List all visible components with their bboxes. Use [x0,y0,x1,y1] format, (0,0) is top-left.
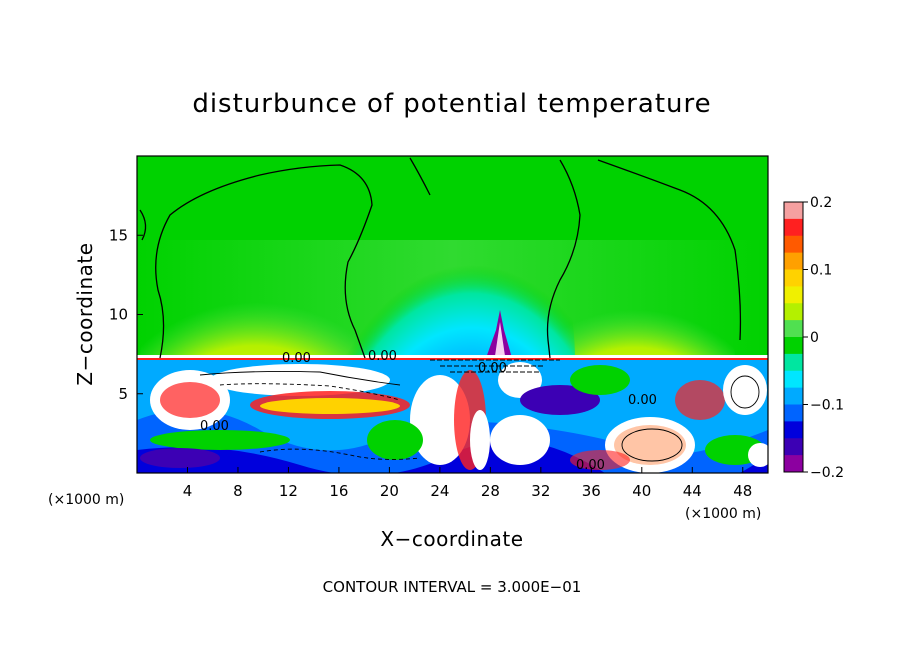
x-tick-label: 4 [183,482,193,500]
x-tick-label: 28 [481,482,500,500]
plot-area [137,156,768,473]
y-tick-label: 5 [118,385,128,403]
colorbar-swatch [784,370,803,389]
contour-label: 0.00 [576,458,605,473]
colorbar-ticks: 0.2 0.1 0 −0.1 −0.2 [803,195,844,481]
x-tick-label: 40 [632,482,651,500]
colorbar-swatch [784,286,803,304]
x-tick-label: 48 [733,482,752,500]
x-tick-label: 24 [430,482,449,500]
contour-label: 0.00 [282,351,311,366]
colorbar-tick-label: −0.1 [810,398,844,414]
contour-lines [139,157,742,359]
colorbar-swatch [784,303,803,321]
colorbar-tick-label: 0.1 [810,263,832,279]
chart-title: disturbunce of potential temperature [192,89,711,119]
x-tick-label: 32 [531,482,550,500]
colorbar-swatch [784,320,803,338]
colorbar-tick-label: 0.2 [810,195,832,211]
colorbar-swatch [784,202,803,220]
lower-contours [199,359,760,462]
x-tick-label: 8 [233,482,243,500]
y-axis-ticks: 5 10 15 [109,226,143,403]
contour-label: 0.00 [200,419,229,434]
colorbar-swatch [784,353,803,372]
inversion-line [137,355,768,359]
colorbar-swatch [784,337,803,355]
colorbar-tick-label: −0.2 [810,465,844,481]
colorbar-swatch [784,455,803,473]
contour-label: 0.00 [368,349,397,364]
x-axis-label: X−coordinate [380,527,523,551]
x-axis-unit-left: (×1000 m) [48,492,124,508]
x-tick-label: 36 [582,482,601,500]
x-axis-ticks: 4 8 12 16 20 24 28 32 36 40 44 48 [183,467,752,500]
y-tick-label: 10 [109,306,128,324]
colorbar [784,202,803,473]
colorbar-swatch [784,252,803,270]
lower-layer-patches [137,362,768,473]
contour-interval-note: CONTOUR INTERVAL = 3.000E−01 [323,578,582,596]
colorbar-swatch [784,438,803,456]
colorbar-swatch [784,235,803,254]
y-axis-label: Z−coordinate [73,242,97,385]
colorbar-swatch [784,404,803,422]
x-tick-label: 12 [279,482,298,500]
colorbar-tick-label: 0 [810,330,819,346]
x-tick-label: 44 [683,482,702,500]
colorbar-swatch [784,421,803,439]
x-tick-label: 16 [329,482,348,500]
inversion-line-edge [137,358,768,360]
contour-label: 0.00 [628,393,657,408]
colorbar-swatch [784,387,803,405]
contour-label: 0.00 [478,361,507,376]
colorbar-swatch [784,269,803,287]
y-tick-label: 15 [109,226,128,244]
colorbar-swatch [784,218,803,237]
x-axis-unit-right: (×1000 m) [685,506,761,522]
x-tick-label: 20 [380,482,399,500]
plume-tip [495,322,505,356]
